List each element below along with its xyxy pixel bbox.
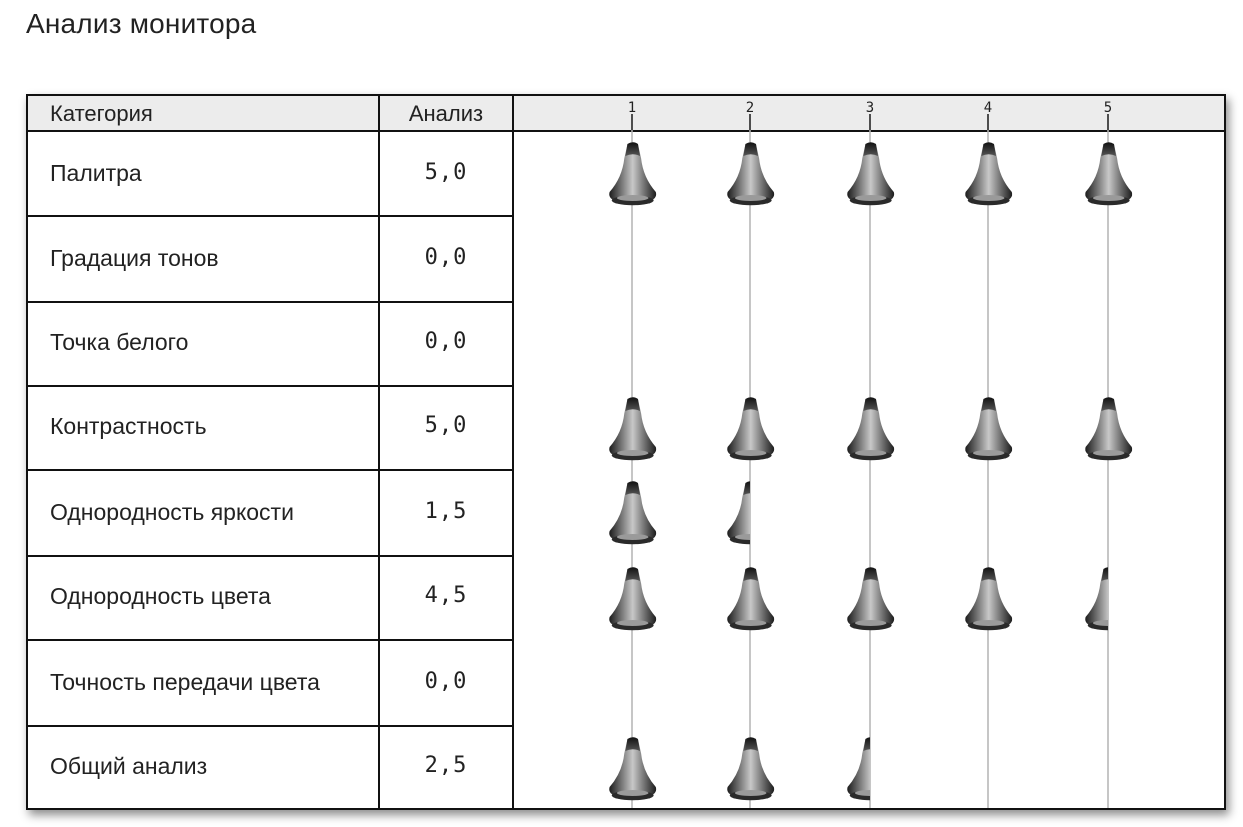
score-value: 4,5 — [424, 583, 468, 608]
table-row: Градация тонов 0,0 — [26, 217, 512, 301]
tick-label: 1 — [628, 100, 636, 116]
rating-bell-icon — [727, 397, 775, 461]
category-label: Точка белого — [50, 329, 189, 355]
table-row: Однородность яркости 1,5 — [26, 471, 512, 555]
category-label: Точность передачи цвета — [50, 669, 320, 695]
column-header-category: Категория — [50, 101, 153, 126]
table-row: Точка белого 0,0 — [26, 303, 512, 387]
table-row: Контрастность 5,0 — [26, 387, 512, 471]
rating-bell-icon — [609, 737, 657, 801]
table-row: Точность передачи цвета 0,0 — [26, 641, 512, 725]
row-divider — [26, 215, 512, 217]
rating-bell-icon — [727, 142, 775, 206]
category-label: Однородность цвета — [50, 583, 271, 609]
tick-label: 2 — [746, 100, 754, 116]
column-divider — [378, 94, 380, 810]
tick-label: 4 — [984, 100, 992, 116]
score-value: 0,0 — [424, 669, 468, 694]
rating-bell-icon — [1085, 397, 1133, 461]
tick-label: 5 — [1104, 100, 1112, 116]
table-row: Палитра 5,0 — [26, 132, 512, 216]
category-label: Градация тонов — [50, 245, 219, 271]
rating-bell-icon — [609, 481, 657, 545]
rating-chart: 1 2 3 4 5 — [514, 94, 1224, 810]
score-value: 2,5 — [424, 753, 468, 778]
score-value: 5,0 — [424, 160, 468, 185]
column-divider — [512, 94, 514, 810]
rating-bell-icon — [847, 397, 895, 461]
table-row: Однородность цвета 4,5 — [26, 557, 512, 641]
score-value: 0,0 — [424, 245, 468, 270]
row-divider — [26, 639, 512, 641]
rating-bell-icon — [847, 567, 895, 631]
tick-label: 3 — [866, 100, 874, 116]
rating-bell-icon — [1085, 142, 1133, 206]
row-divider — [26, 725, 512, 727]
rating-bell-icon — [609, 142, 657, 206]
rating-bell-icon — [727, 567, 775, 631]
row-divider — [26, 301, 512, 303]
row-divider — [26, 469, 512, 471]
rating-bell-icon — [965, 142, 1013, 206]
score-value: 5,0 — [424, 413, 468, 438]
rating-bell-icon — [609, 567, 657, 631]
rating-bell-icon — [727, 737, 775, 801]
category-label: Однородность яркости — [50, 499, 294, 525]
page-title: Анализ монитора — [26, 8, 257, 39]
rating-table: Категория Анализ Палитра 5,0 Градация то… — [26, 94, 1226, 810]
table-row: Общий анализ 2,5 — [26, 727, 512, 809]
rating-bell-icon — [965, 397, 1013, 461]
row-divider — [26, 555, 512, 557]
rating-bell-icon — [965, 567, 1013, 631]
category-label: Общий анализ — [50, 753, 208, 779]
rating-bell-icon — [847, 142, 895, 206]
row-divider — [26, 385, 512, 387]
score-value: 0,0 — [424, 329, 468, 354]
category-label: Палитра — [50, 160, 142, 186]
column-header-score: Анализ — [408, 101, 484, 126]
score-value: 1,5 — [424, 499, 468, 524]
category-label: Контрастность — [50, 413, 207, 439]
rating-bell-icon — [609, 397, 657, 461]
